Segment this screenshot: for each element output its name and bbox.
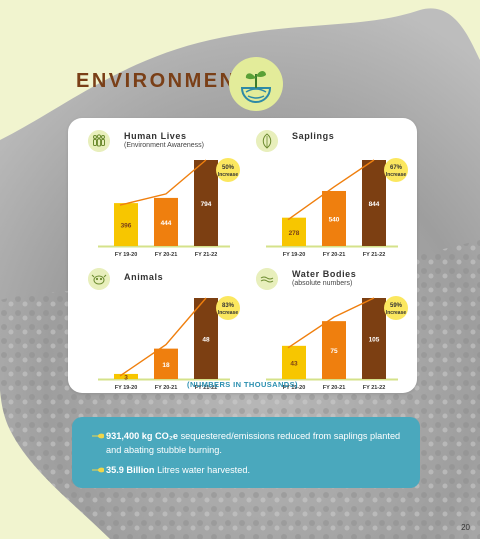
- bar-value-label: 444: [161, 220, 172, 227]
- chart-title: Saplings: [292, 131, 335, 141]
- trend-line: [119, 159, 207, 206]
- bar-value-label: 48: [202, 337, 210, 344]
- increase-badge-text: Increase: [386, 310, 407, 316]
- category-tick-label: FY 19-20: [283, 252, 306, 258]
- globe-sprout-icon: [229, 57, 283, 111]
- highlight-water: 35.9 Billion Litres water harvested.: [106, 463, 406, 477]
- highlight-co2: 931,400 kg CO₂e sequestered/emissions re…: [106, 429, 406, 457]
- highlight-water-value: 35.9 Billion: [106, 465, 155, 475]
- chart-subtitle: (absolute numbers): [292, 280, 353, 287]
- bar-value-label: 278: [289, 230, 300, 237]
- increase-badge: [216, 158, 240, 182]
- bar: [282, 217, 306, 246]
- category-tick-label: FY 20-21: [155, 252, 178, 258]
- increase-badge: [384, 296, 408, 320]
- bar: [114, 203, 138, 246]
- increase-badge-value: 83%: [222, 303, 235, 309]
- bar-value-label: 396: [121, 223, 132, 230]
- people-icon: [88, 130, 110, 152]
- highlight-co2-text: sequestered/emissions reduced from sapli…: [106, 431, 401, 455]
- category-tick-label: FY 19-20: [283, 385, 306, 391]
- bar-value-label: 844: [369, 201, 380, 208]
- leaf-icon: [256, 130, 278, 152]
- leaf-bullet-icon: [92, 433, 104, 439]
- chart-title: Water Bodies: [292, 269, 357, 279]
- category-tick-label: FY 20-21: [323, 252, 346, 258]
- category-tick-label: FY 19-20: [115, 385, 138, 391]
- bar: [154, 197, 178, 246]
- bar: [194, 298, 218, 379]
- page-title: ENVIRONMENT: [76, 70, 252, 92]
- bar-value-label: 43: [290, 360, 298, 367]
- increase-badge-value: 67%: [390, 165, 403, 171]
- trend-line: [287, 297, 375, 349]
- highlight-co2-value: 931,400 kg CO₂e: [106, 431, 179, 441]
- bar: [322, 321, 346, 379]
- water-waves-icon: [256, 268, 278, 290]
- category-tick-label: FY 21-22: [363, 252, 386, 258]
- bar-value-label: 75: [330, 348, 338, 355]
- increase-badge: [384, 158, 408, 182]
- leaf-bullet-icon: [92, 467, 104, 473]
- bar-value-label: 18: [162, 362, 170, 369]
- category-tick-label: FY 20-21: [155, 385, 178, 391]
- trend-line: [287, 159, 375, 221]
- trend-line: [119, 297, 207, 377]
- bar-value-label: 540: [329, 216, 340, 223]
- bar: [154, 348, 178, 379]
- increase-badge-text: Increase: [218, 172, 239, 178]
- bar: [362, 160, 386, 246]
- cow-icon: [88, 268, 110, 290]
- bar-chart-animals: 3 FY 19-20 18 FY 20-21 48 FY 21-22 83%Increase: [98, 296, 240, 391]
- increase-badge-value: 59%: [390, 303, 403, 309]
- bar-chart-water-bodies: 43 FY 19-20 75 FY 20-21 105 FY 21-22 59%Increa…: [266, 296, 408, 391]
- bar: [322, 190, 346, 246]
- highlights-box: 931,400 kg CO₂e sequestered/emissions re…: [72, 417, 420, 488]
- page-number: 20: [461, 523, 470, 532]
- bar: [282, 345, 306, 379]
- chart-title: Animals: [124, 272, 164, 282]
- chart-title: Human Lives: [124, 131, 187, 141]
- increase-badge: [216, 296, 240, 320]
- bar-value-label: 3: [124, 374, 128, 381]
- bar: [114, 373, 138, 379]
- highlight-water-text: Litres water harvested.: [154, 465, 251, 475]
- increase-badge-value: 50%: [222, 165, 235, 171]
- increase-badge-text: Increase: [218, 310, 239, 316]
- bar-chart-saplings: 278 FY 19-20 540 FY 20-21 844 FY 21-22 67%Incr…: [266, 158, 408, 258]
- category-tick-label: FY 21-22: [195, 252, 218, 258]
- category-tick-label: FY 20-21: [323, 385, 346, 391]
- category-tick-label: FY 19-20: [115, 252, 138, 258]
- bar: [194, 160, 218, 246]
- units-note: (NUMBERS IN THOUSANDS): [187, 380, 298, 389]
- bar-chart-human-lives: 396 FY 19-20 444 FY 20-21 794 FY 21-22 50%Incr…: [98, 158, 240, 258]
- charts-panel: Human Lives (Environment Awareness) 396 F…: [68, 118, 417, 393]
- chart-subtitle: (Environment Awareness): [124, 142, 205, 149]
- bar: [362, 298, 386, 379]
- category-tick-label: FY 21-22: [363, 385, 386, 391]
- bar-value-label: 105: [369, 337, 380, 344]
- category-tick-label: FY 21-22: [195, 385, 218, 391]
- bar-value-label: 794: [201, 201, 212, 208]
- increase-badge-text: Increase: [386, 172, 407, 178]
